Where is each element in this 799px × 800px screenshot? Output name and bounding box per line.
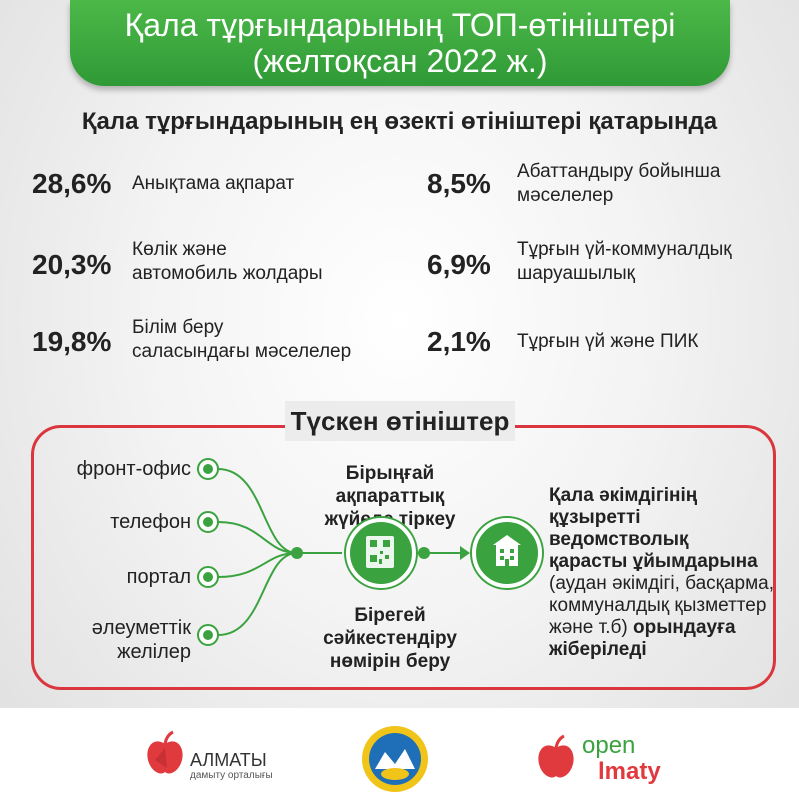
section-title: Түскен өтініштер: [285, 401, 515, 441]
open-almaty-apple-icon: [538, 734, 574, 778]
channel-phone: телефон: [110, 511, 191, 533]
qr-code-icon: [366, 536, 394, 568]
stat-percent: 28,6%: [32, 168, 112, 199]
channel-node-icon: [197, 566, 219, 588]
city-emblem-icon: [362, 726, 428, 792]
stat-label: мәселелер: [517, 185, 614, 206]
channel-portal: портал: [126, 566, 191, 588]
stat-label: Білім беру: [132, 317, 224, 338]
stat-label: автомобиль жолдары: [132, 263, 323, 284]
stat-percent: 19,8%: [32, 326, 112, 357]
stat-label: Анықтама ақпарат: [132, 173, 295, 194]
id-caption: Бірегей сәйкестендіру нөмірін беру: [323, 605, 457, 672]
stat-label: Абаттандыру бойынша: [517, 161, 721, 182]
open-almaty-logo-bottom: lmaty: [598, 758, 661, 785]
stat-percent: 20,3%: [32, 249, 112, 280]
footer: АЛМАТЫ дамыту орталығы open lmaty: [0, 708, 799, 800]
channel-social-line2: желілер: [117, 641, 191, 663]
channel-node-icon: [197, 624, 219, 646]
stat-label: Тұрғын үй және ПИК: [517, 331, 699, 352]
stat-percent: 8,5%: [427, 168, 491, 199]
almaty-logo-name: АЛМАТЫ: [190, 750, 267, 770]
open-almaty-logo-top: open: [582, 732, 636, 759]
page-title-date: (желтоқсан 2022 ж.): [252, 43, 548, 79]
destination-text: Қала әкімдігінің құзыретті ведомстволық …: [549, 485, 775, 660]
subtitle: Қала тұрғындарының ең өзекті өтініштері …: [81, 108, 718, 135]
stat-percent: 6,9%: [427, 249, 491, 280]
channel-node-icon: [197, 458, 219, 480]
building-icon: [493, 535, 521, 566]
stat-label: саласындағы мәселелер: [132, 341, 352, 362]
channel-social: әлеуметтік: [91, 617, 191, 639]
building-icon: [472, 518, 542, 588]
channel-node-icon: [197, 511, 219, 533]
almaty-apple-logo-icon: [147, 730, 183, 774]
stat-label: Тұрғын үй-коммуналдық: [517, 239, 732, 260]
almaty-logo-sub: дамыту орталығы: [190, 770, 273, 781]
channel-front-office: фронт-офис: [76, 458, 191, 480]
qr-code-icon: [346, 518, 416, 588]
header-banner: Қала тұрғындарының ТОП-өтініштері (желто…: [70, 0, 730, 86]
stat-percent: 2,1%: [427, 326, 491, 357]
stat-label: Көлік және: [132, 239, 227, 260]
page-title: Қала тұрғындарының ТОП-өтініштері: [124, 7, 676, 43]
stat-label: шаруашылық: [517, 263, 635, 284]
